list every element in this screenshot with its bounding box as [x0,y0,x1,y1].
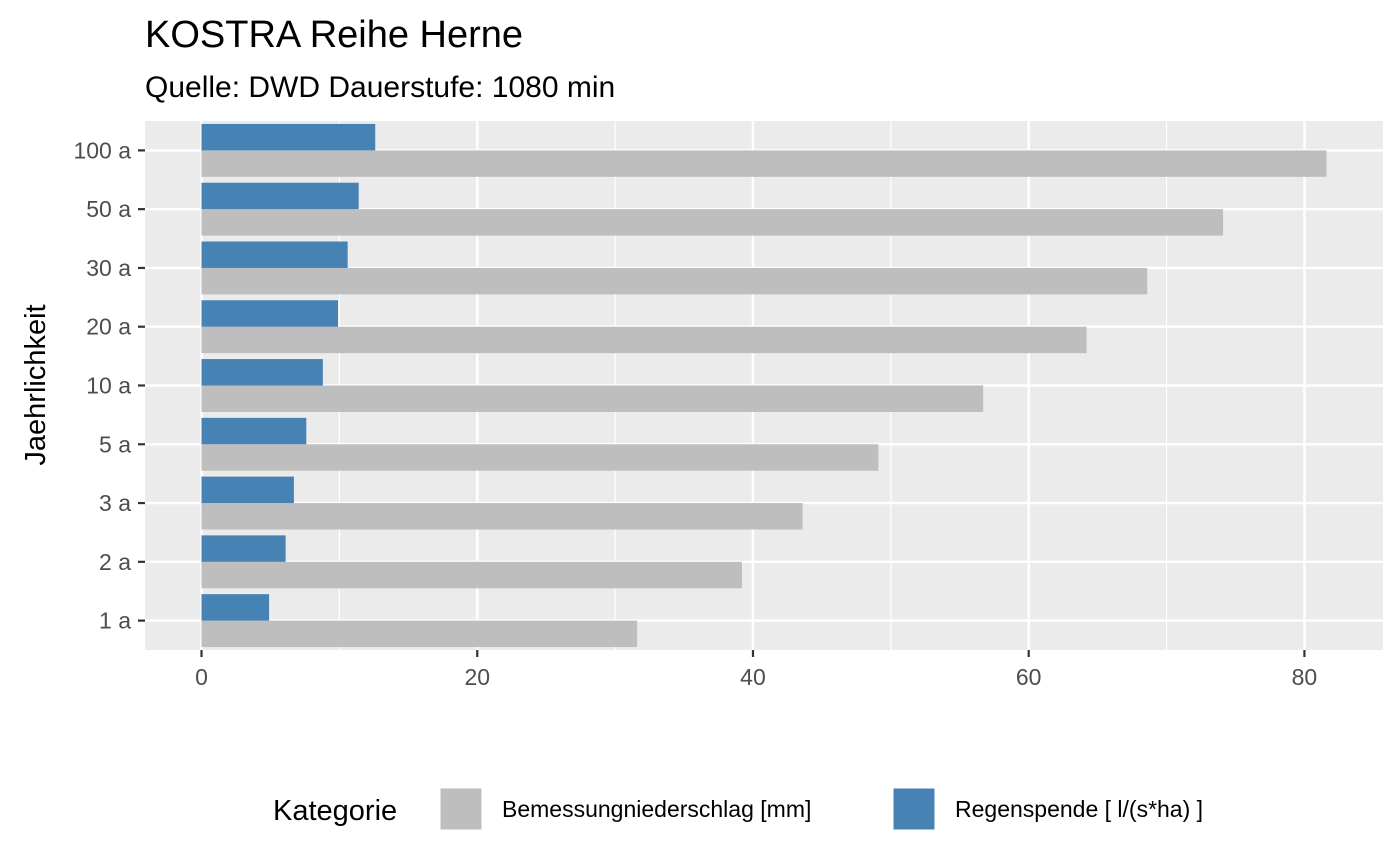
y-tick-label: 30 a [86,255,131,281]
bar-bemessungniederschlag [201,209,1224,236]
legend-key [439,787,483,831]
bar-bemessungniederschlag [201,326,1087,354]
y-tick-label: 20 a [86,314,131,340]
legend-label: Bemessungniederschlag [mm] [502,796,811,822]
y-axis-title: Jaehrlichkeit [20,304,52,465]
chart-subtitle: Quelle: DWD Dauerstufe: 1080 min [145,71,615,104]
bar-bemessungniederschlag [201,503,803,530]
bar-regenspende [201,123,376,151]
bar-regenspende [201,241,348,268]
y-tick-label: 1 a [99,608,131,634]
chart-title: KOSTRA Reihe Herne [145,14,523,56]
legend-key [892,787,936,831]
y-tick-label: 2 a [99,549,131,575]
x-axis: 0 20 40 60 80 [195,650,1317,690]
x-tick-label: 0 [195,664,208,690]
bar-bemessungniederschlag [201,150,1327,177]
bar-regenspende [201,535,286,562]
y-axis: 1 a 2 a 3 a 5 a 10 a 20 a 30 a 50 a 100 a [73,137,145,634]
bar-regenspende [201,359,323,386]
x-tick-label: 20 [464,664,490,690]
bar-bemessungniederschlag [201,620,638,648]
legend: Kategorie Bemessungniederschlag [mm] Rege… [273,787,1203,831]
bar-bemessungniederschlag [201,561,742,589]
x-tick-label: 80 [1292,664,1318,690]
legend-title: Kategorie [273,795,397,827]
y-tick-label: 100 a [73,137,131,163]
y-tick-label: 5 a [99,431,131,457]
bar-bemessungniederschlag [201,267,1148,295]
y-tick-label: 3 a [99,490,131,516]
bar-regenspende [201,594,270,621]
x-tick-label: 60 [1016,664,1042,690]
y-tick-label: 50 a [86,196,131,222]
y-tick-label: 10 a [86,373,131,399]
bar-regenspende [201,300,339,327]
bar-regenspende [201,417,307,445]
bar-regenspende [201,182,359,210]
bar-bemessungniederschlag [201,385,984,412]
legend-label: Regenspende [ l/(s*ha) ] [955,796,1203,822]
bars [201,123,1327,648]
bar-regenspende [201,476,294,504]
bar-bemessungniederschlag [201,444,879,471]
x-tick-label: 40 [740,664,766,690]
